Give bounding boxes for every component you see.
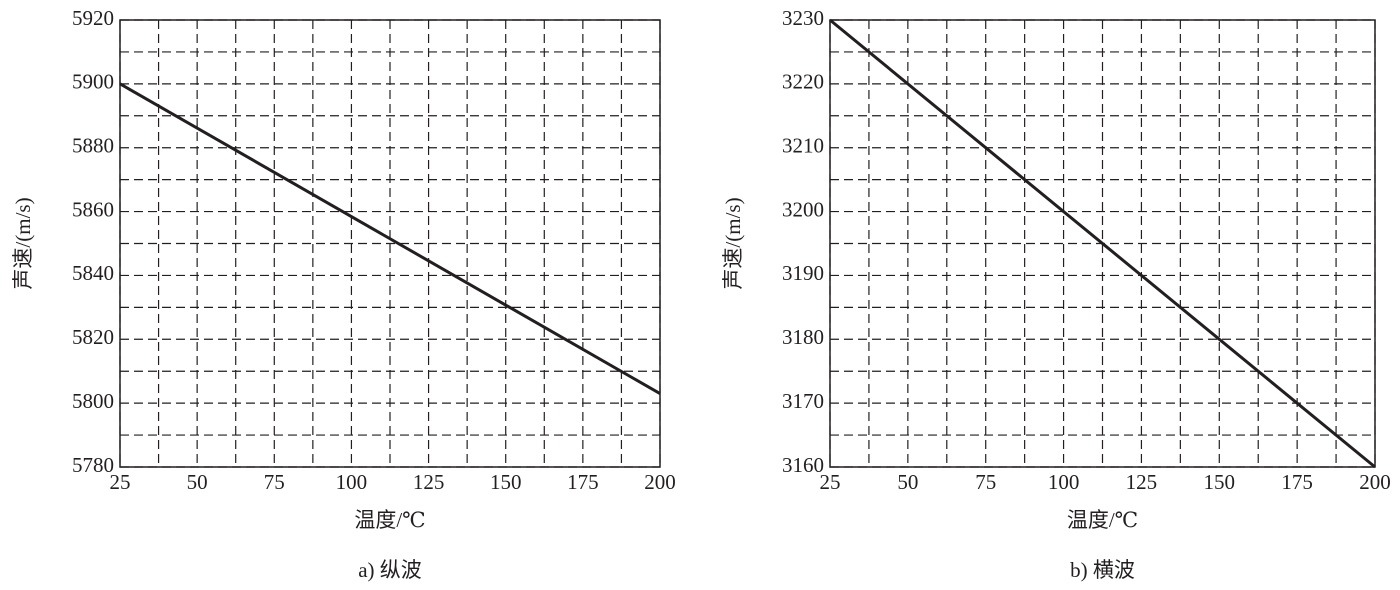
y-tick-label: 3220 [782, 70, 824, 94]
y-tick-label: 5840 [72, 261, 114, 285]
x-tick-label: 200 [1359, 470, 1391, 494]
x-axis-label: 温度/℃ [1067, 508, 1138, 532]
y-tick-label: 3230 [782, 6, 824, 30]
y-tick-label: 3180 [782, 325, 824, 349]
x-tick-label: 25 [110, 470, 131, 494]
x-tick-label: 175 [1281, 470, 1313, 494]
data-line [829, 18, 1376, 469]
y-tick-label: 3170 [782, 389, 824, 413]
x-tick-label: 50 [897, 470, 918, 494]
y-tick-label: 5820 [72, 325, 114, 349]
chart-caption: a) 纵波 [358, 558, 422, 582]
y-tick-label: 5780 [72, 453, 114, 477]
y-axis-label: 声速/(m/s) [11, 197, 35, 289]
x-tick-label: 125 [1126, 470, 1158, 494]
x-tick-label: 125 [413, 470, 445, 494]
plot-frame [829, 19, 1376, 468]
x-tick-label: 150 [490, 470, 522, 494]
x-tick-label: 25 [820, 470, 841, 494]
x-tick-label: 75 [975, 470, 996, 494]
x-tick-label: 175 [567, 470, 599, 494]
x-tick-label: 100 [336, 470, 368, 494]
y-axis-label: 声速/(m/s) [721, 197, 745, 289]
y-tick-label: 3210 [782, 134, 824, 158]
x-tick-label: 75 [264, 470, 285, 494]
plot-frame [119, 19, 661, 468]
data-line [119, 82, 661, 395]
x-tick-label: 50 [187, 470, 208, 494]
x-tick-label: 150 [1204, 470, 1236, 494]
x-tick-label: 200 [644, 470, 676, 494]
chart-caption: b) 横波 [1070, 558, 1135, 582]
x-axis-label: 温度/℃ [354, 508, 425, 532]
y-tick-label: 5880 [72, 134, 114, 158]
y-tick-label: 5860 [72, 197, 114, 221]
x-tick-label: 100 [1048, 470, 1080, 494]
y-tick-label: 5900 [72, 70, 114, 94]
y-tick-label: 3190 [782, 261, 824, 285]
y-tick-label: 3160 [782, 453, 824, 477]
y-tick-label: 3200 [782, 197, 824, 221]
y-tick-label: 5800 [72, 389, 114, 413]
y-tick-label: 5920 [72, 6, 114, 30]
